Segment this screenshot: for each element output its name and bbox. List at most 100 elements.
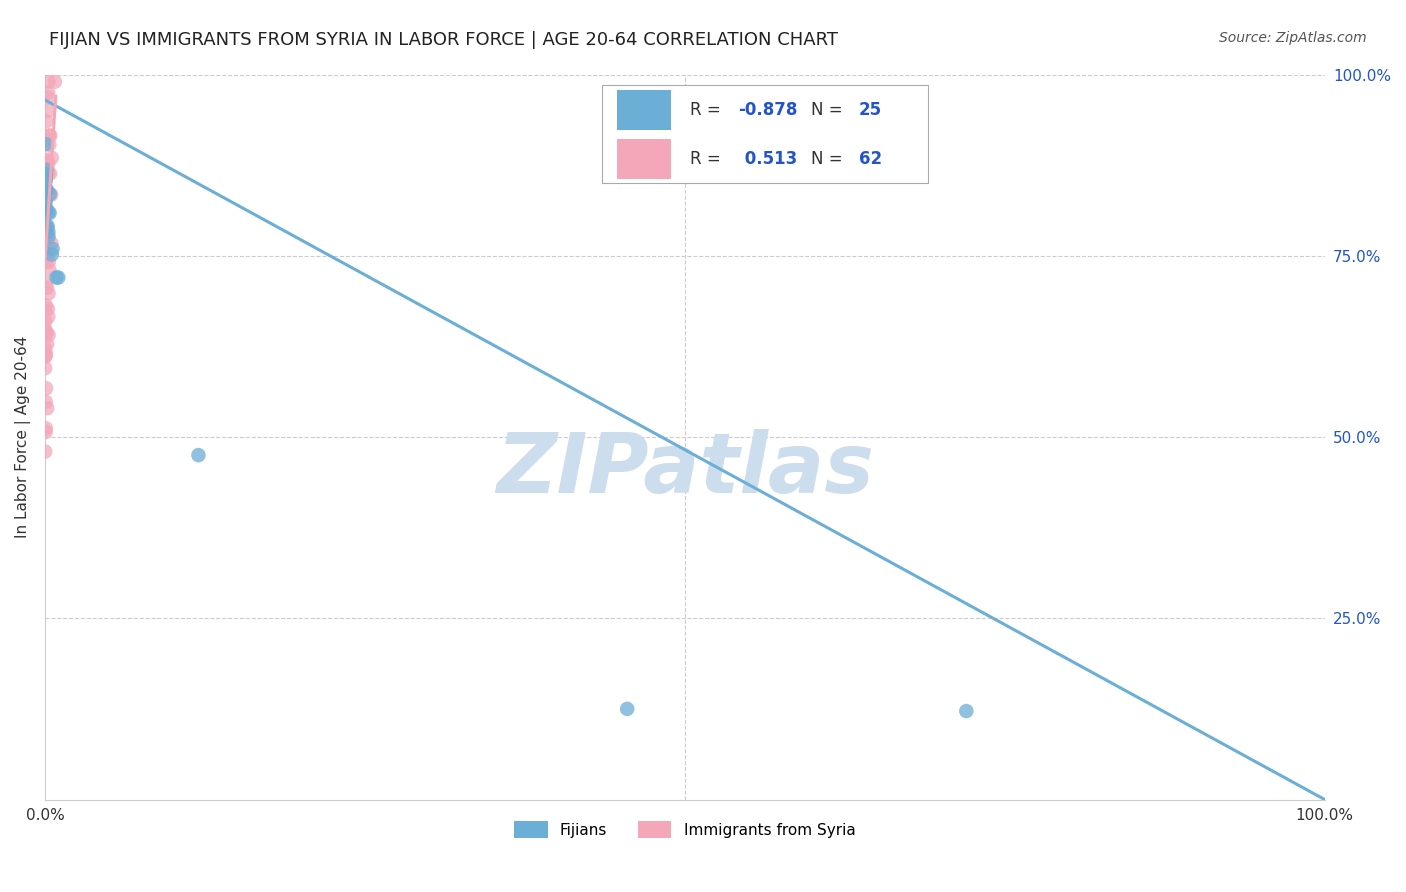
Point [35, 204, 58, 219]
Point [34, 201, 56, 215]
Point [45, 270, 67, 285]
Point [38, 75, 60, 89]
Point [39, 187, 62, 202]
Point [38, 229, 60, 244]
Point [35, 281, 58, 295]
Bar [617, 139, 671, 178]
Point [35, 298, 58, 312]
Point [35, 168, 58, 182]
Point [35, 221, 58, 235]
Point [35, 255, 58, 269]
Text: R =: R = [690, 150, 725, 168]
Point [34, 249, 56, 263]
Text: R =: R = [690, 101, 725, 119]
Point [34, 170, 56, 185]
Point [35, 137, 58, 152]
Point [35, 114, 58, 128]
Point [38, 137, 60, 152]
Point [34, 181, 56, 195]
Point [38, 254, 60, 268]
Point [34, 204, 56, 219]
Point [37, 401, 59, 416]
Point [35, 394, 58, 409]
Point [37, 310, 59, 324]
Point [37, 86, 59, 100]
Point [34, 247, 56, 261]
Text: 62: 62 [859, 150, 882, 168]
Point [34, 350, 56, 364]
Point [37, 167, 59, 181]
Point [955, 704, 977, 718]
Y-axis label: In Labor Force | Age 20-64: In Labor Force | Age 20-64 [15, 335, 31, 538]
Point [35, 277, 58, 291]
Point [38, 263, 60, 277]
Point [37, 301, 59, 316]
Point [35, 223, 58, 237]
Point [44, 75, 66, 89]
Point [37, 157, 59, 171]
Point [39, 187, 62, 202]
Point [35, 326, 58, 341]
Point [35, 162, 58, 177]
Bar [602, 86, 928, 183]
Text: ZIPatlas: ZIPatlas [496, 429, 873, 510]
Point [34, 180, 56, 194]
Point [34, 193, 56, 207]
Point [35, 183, 58, 197]
Point [35, 421, 58, 435]
Point [34, 444, 56, 458]
Point [41, 236, 63, 251]
Point [37, 166, 59, 180]
Bar [617, 90, 671, 130]
Point [34, 349, 56, 363]
Point [35, 336, 58, 351]
Point [35, 226, 58, 240]
Point [34, 244, 56, 259]
Point [35, 381, 58, 395]
Text: 0.513: 0.513 [738, 150, 797, 168]
Text: N =: N = [811, 101, 848, 119]
Point [37, 286, 59, 301]
Point [616, 702, 638, 716]
Point [34, 167, 56, 181]
Point [38, 206, 60, 220]
Point [41, 151, 63, 165]
Point [41, 242, 63, 256]
Point [37, 205, 59, 219]
Text: FIJIAN VS IMMIGRANTS FROM SYRIA IN LABOR FORCE | AGE 20-64 CORRELATION CHART: FIJIAN VS IMMIGRANTS FROM SYRIA IN LABOR… [49, 31, 838, 49]
Point [34, 194, 56, 209]
Point [34, 180, 56, 194]
Point [37, 103, 59, 118]
Point [37, 225, 59, 239]
Point [34, 425, 56, 439]
Point [34, 153, 56, 168]
Text: N =: N = [811, 150, 848, 168]
Point [41, 247, 63, 261]
Text: -0.878: -0.878 [738, 101, 797, 119]
Point [34, 176, 56, 190]
Point [46, 270, 69, 285]
Point [37, 232, 59, 246]
Point [35, 202, 58, 217]
Point [34, 322, 56, 336]
Point [34, 303, 56, 318]
Point [35, 219, 58, 233]
Point [37, 90, 59, 104]
Point [38, 128, 60, 143]
Point [35, 326, 58, 340]
Point [39, 167, 62, 181]
Legend: Fijians, Immigrants from Syria: Fijians, Immigrants from Syria [508, 815, 862, 844]
Point [35, 164, 58, 178]
Text: Source: ZipAtlas.com: Source: ZipAtlas.com [1219, 31, 1367, 45]
Point [35, 132, 58, 146]
Point [35, 163, 58, 178]
Point [34, 243, 56, 257]
Point [35, 346, 58, 360]
Point [34, 361, 56, 376]
Text: 25: 25 [859, 101, 882, 119]
Point [38, 327, 60, 342]
Point [34, 342, 56, 356]
Point [37, 219, 59, 234]
Point [37, 154, 59, 169]
Point [39, 128, 62, 143]
